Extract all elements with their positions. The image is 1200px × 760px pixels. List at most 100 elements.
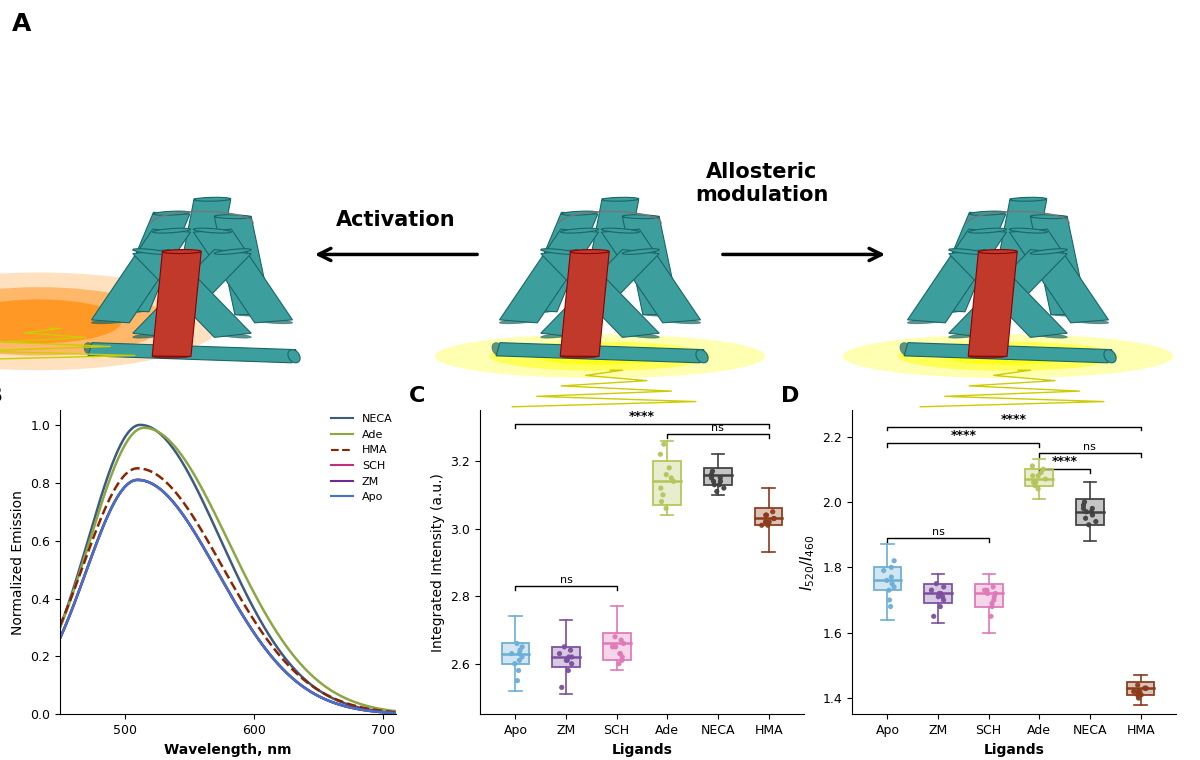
NECA [205, 518, 220, 527]
Bar [755, 508, 782, 525]
Point [510, 654, 529, 667]
ZM [53, 634, 67, 643]
Point [756, 516, 775, 528]
Point [881, 600, 900, 613]
ZM [389, 708, 403, 717]
Point [874, 565, 893, 577]
Point [509, 664, 528, 676]
Apo [53, 634, 67, 643]
Point [606, 641, 625, 653]
Point [884, 581, 904, 593]
Point [1082, 509, 1102, 521]
Point [974, 584, 994, 597]
Bar [653, 461, 682, 505]
NECA [389, 708, 403, 717]
Point [508, 675, 527, 687]
Polygon shape [601, 230, 701, 323]
SCH [139, 477, 154, 486]
Point [1136, 682, 1156, 695]
Y-axis label: $I_{520}/I_{460}$: $I_{520}/I_{460}$ [798, 534, 817, 591]
Bar [974, 584, 1003, 606]
SCH [113, 489, 127, 499]
Point [926, 578, 946, 590]
Point [882, 561, 901, 573]
Polygon shape [174, 199, 230, 304]
Point [611, 648, 630, 660]
Point [602, 641, 622, 653]
Point [1128, 689, 1147, 701]
Point [922, 584, 941, 597]
Y-axis label: Integrated Intensity (a.u.): Integrated Intensity (a.u.) [431, 473, 445, 652]
Text: ****: **** [1051, 455, 1078, 468]
Ellipse shape [1031, 332, 1067, 338]
Point [882, 578, 901, 590]
Polygon shape [152, 252, 202, 356]
Bar [502, 644, 529, 663]
Polygon shape [521, 212, 598, 312]
Point [512, 651, 532, 663]
Apo [139, 477, 154, 486]
Apo [306, 689, 320, 698]
Ellipse shape [968, 354, 1007, 358]
Point [757, 509, 776, 521]
Point [884, 555, 904, 567]
Text: D: D [781, 386, 799, 406]
Bar [502, 644, 529, 663]
Polygon shape [541, 249, 659, 337]
Point [1132, 689, 1151, 701]
Ellipse shape [490, 341, 710, 371]
Ellipse shape [907, 319, 946, 324]
Polygon shape [907, 230, 1007, 323]
Bar [1025, 469, 1054, 486]
Ellipse shape [949, 249, 985, 255]
Text: B: B [0, 386, 4, 406]
Point [702, 472, 721, 484]
Ellipse shape [582, 302, 618, 306]
Point [559, 651, 578, 663]
Point [982, 610, 1001, 622]
Y-axis label: Normalized Emission: Normalized Emission [11, 490, 25, 635]
Point [880, 584, 899, 597]
Point [1033, 463, 1052, 475]
Line: ZM: ZM [60, 480, 396, 713]
Point [1028, 483, 1048, 495]
Point [924, 610, 943, 622]
Ellipse shape [133, 332, 169, 338]
Point [508, 638, 527, 650]
Polygon shape [215, 217, 271, 315]
Ellipse shape [943, 347, 1073, 365]
SCH [277, 667, 292, 676]
Ellipse shape [0, 287, 168, 356]
Ellipse shape [154, 211, 190, 215]
Point [764, 512, 784, 524]
Ellipse shape [560, 228, 599, 233]
Polygon shape [91, 230, 191, 323]
Point [931, 587, 950, 600]
HMA [389, 708, 403, 717]
Point [1124, 686, 1144, 698]
Point [652, 496, 671, 508]
Ellipse shape [535, 347, 665, 365]
Ellipse shape [560, 354, 599, 358]
Point [562, 651, 581, 663]
Point [1024, 477, 1043, 489]
Ellipse shape [541, 332, 577, 338]
Ellipse shape [235, 312, 271, 316]
Point [1075, 496, 1094, 508]
Bar [1127, 682, 1154, 695]
Polygon shape [88, 343, 296, 363]
Bar [704, 468, 732, 485]
Ellipse shape [434, 334, 766, 378]
Ellipse shape [1009, 228, 1048, 233]
Ellipse shape [898, 341, 1118, 371]
Point [558, 654, 577, 667]
Ellipse shape [643, 312, 679, 316]
Polygon shape [968, 252, 1018, 356]
Ellipse shape [949, 332, 985, 338]
HMA [113, 477, 127, 486]
Point [510, 648, 529, 660]
NECA [139, 421, 154, 430]
X-axis label: Ligands: Ligands [984, 743, 1044, 757]
Point [985, 591, 1004, 603]
Ellipse shape [84, 343, 96, 356]
